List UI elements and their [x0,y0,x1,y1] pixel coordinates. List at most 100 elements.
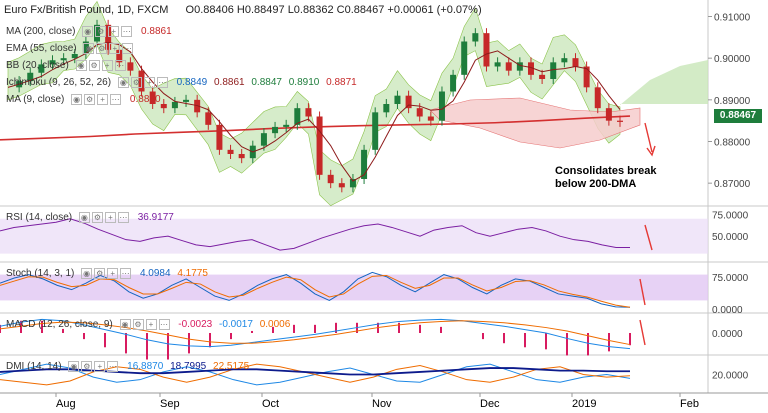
indicator-buttons[interactable]: ◉ ⚙ + ⋯ [117,77,170,88]
price-tick-label: 0.89000 [714,96,751,107]
more-icon[interactable]: ⋯ [120,268,132,279]
settings-icon[interactable]: ⚙ [95,26,107,37]
candle-body [550,62,557,79]
candle-body [205,112,212,125]
settings-icon[interactable]: ⚙ [91,212,103,223]
indicator-buttons[interactable]: ◉ ⚙ + ⋯ [75,60,128,71]
add-icon[interactable]: + [101,60,113,71]
add-icon[interactable]: + [145,319,157,330]
eye-icon[interactable]: ◉ [75,60,87,71]
stoch-tick-label: 0.0000 [712,305,743,316]
more-icon[interactable]: ⋯ [107,361,119,372]
candle-body [427,116,434,121]
legend-ichimoku[interactable]: Ichimoku (9, 26, 52, 26) ◉ ⚙ + ⋯ 0.8849 0.8… [6,77,357,88]
time-tick-label: Oct [262,398,279,410]
more-icon[interactable]: ⋯ [114,60,126,71]
eye-icon[interactable]: ◉ [119,319,131,330]
ma9-line [7,42,621,182]
more-icon[interactable]: ⋯ [117,212,129,223]
indicator-buttons[interactable]: ◉ ⚙ + ⋯ [78,212,131,223]
legend-ma200[interactable]: MA (200, close) ◉ ⚙ + ⋯ 0.8861 [6,26,172,37]
legend-bb[interactable]: BB (20, close) ◉ ⚙ + ⋯ [6,60,128,71]
settings-icon[interactable]: ⚙ [130,77,142,88]
settings-icon[interactable]: ⚙ [88,60,100,71]
eye-icon[interactable]: ◉ [68,361,80,372]
annotation-line1: Consolidates break [555,165,657,177]
dmi-plus-value: 16.8870 [127,361,164,373]
indicator-buttons[interactable]: ◉ ⚙ + ⋯ [68,361,120,372]
legend-dmi[interactable]: DMI (14, 14) ◉ ⚙ + ⋯ 16.8870 18.7995 22.517… [6,361,249,372]
add-icon[interactable]: + [97,94,109,105]
candle-body [372,112,379,150]
eye-icon[interactable]: ◉ [83,43,95,54]
candle-body [483,33,490,67]
down-arrow-rsi [644,224,653,251]
candle-body [238,154,245,159]
candle-body [38,64,45,73]
macd-signal-value: -0.0017 [218,319,253,331]
chart-annotation: Consolidates break below 200-DMA [555,165,656,191]
candle-body [116,49,123,63]
settings-icon[interactable]: ⚙ [94,268,106,279]
ichimoku-v1: 0.8849 [176,77,208,89]
eye-icon[interactable]: ◉ [82,26,94,37]
more-icon[interactable]: ⋯ [110,94,122,105]
indicator-buttons[interactable]: ◉ ⚙ + ⋯ [119,319,172,330]
more-icon[interactable]: ⋯ [156,77,168,88]
eye-icon[interactable]: ◉ [117,77,129,88]
indicator-buttons[interactable]: ◉ ⚙ + ⋯ [83,43,135,54]
ichimoku-v3: 0.8910 [288,77,320,89]
indicator-buttons[interactable]: ◉ ⚙ + ⋯ [81,268,133,279]
candle-body [316,116,323,175]
candle-body [327,174,334,184]
macd-label: MACD (12, 26, close, 9) [6,319,113,331]
eye-icon[interactable]: ◉ [78,212,90,223]
candle-body [505,62,512,71]
candle-body [527,62,534,75]
settings-icon[interactable]: ⚙ [81,361,93,372]
eye-icon[interactable]: ◉ [81,268,93,279]
add-icon[interactable]: + [107,268,119,279]
more-icon[interactable]: ⋯ [158,319,170,330]
candle-body [338,183,345,188]
open-value: O0.88406 [185,4,234,16]
more-icon[interactable]: ⋯ [121,26,133,37]
ichimoku-v5: 0.8861 [214,77,245,89]
indicator-buttons[interactable]: ◉ ⚙ + ⋯ [71,94,123,105]
add-icon[interactable]: + [104,212,116,223]
legend-ema55[interactable]: EMA (55, close) ◉ ⚙ + ⋯ [6,43,135,54]
add-icon[interactable]: + [143,77,155,88]
indicator-buttons[interactable]: ◉ ⚙ + ⋯ [82,26,134,37]
dmi-label: DMI (14, 14) [6,361,62,373]
candle-body [82,41,89,54]
add-icon[interactable]: + [108,26,120,37]
chart-header: Euro Fx/British Pound, 1D, FXCM O0.88406… [4,4,482,16]
legend-macd[interactable]: MACD (12, 26, close, 9) ◉ ⚙ + ⋯ -0.0023 -0.… [6,319,290,330]
annotation-line2: below 200-DMA [555,178,637,190]
candle-body [494,62,501,67]
candle-body [438,91,445,121]
down-arrow-macd [639,319,646,346]
more-icon[interactable]: ⋯ [122,43,134,54]
ichimoku-cloud-red [429,97,641,149]
legend-stoch[interactable]: Stoch (14, 3, 1) ◉ ⚙ + ⋯ 4.0984 4.1775 [6,268,208,279]
add-icon[interactable]: + [109,43,121,54]
symbol-title: Euro Fx/British Pound, 1D, FXCM [4,4,169,16]
eye-icon[interactable]: ◉ [71,94,83,105]
add-icon[interactable]: + [94,361,106,372]
legend-ma-close[interactable]: MA (9, close) ◉ ⚙ + ⋯ 0.8880 [6,94,161,105]
settings-icon[interactable]: ⚙ [96,43,108,54]
ma-close-value: 0.8880 [129,94,161,106]
ichimoku-v2: 0.8847 [251,77,282,89]
settings-icon[interactable]: ⚙ [132,319,144,330]
down-arrow-price-head [646,145,656,157]
stoch-d-value: 4.1775 [177,268,208,280]
ichimoku-cloud-future [620,60,708,105]
candle-body [160,104,167,109]
candle-body [216,124,223,150]
candle-body [416,108,423,117]
ichimoku-v4: 0.8871 [326,77,357,89]
legend-rsi[interactable]: RSI (14, close) ◉ ⚙ + ⋯ 36.9177 [6,212,174,223]
settings-icon[interactable]: ⚙ [84,94,96,105]
